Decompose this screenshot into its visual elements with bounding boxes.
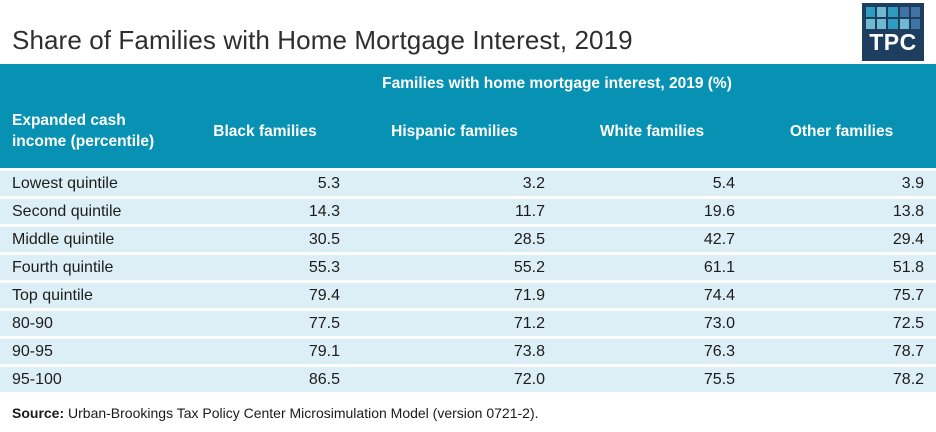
cell-value: 73.8: [352, 337, 557, 367]
cell-value: 14.3: [178, 197, 352, 227]
cell-value: 30.5: [178, 225, 352, 255]
source-text: Urban-Brookings Tax Policy Center Micros…: [64, 405, 539, 421]
logo-square: [866, 19, 876, 29]
cell-value: 55.3: [178, 253, 352, 283]
row-label: Second quintile: [0, 197, 178, 227]
cell-value: 79.1: [178, 337, 352, 367]
source-note: Source: Urban-Brookings Tax Policy Cente…: [12, 405, 936, 421]
cell-value: 73.0: [557, 309, 747, 339]
table-span-header: Families with home mortgage interest, 20…: [178, 64, 936, 96]
table-row: Fourth quintile 55.3 55.2 61.1 51.8: [0, 253, 936, 283]
logo-square: [877, 19, 887, 29]
table-row: Top quintile 79.4 71.9 74.4 75.7: [0, 281, 936, 311]
table-row: 80-90 77.5 71.2 73.0 72.5: [0, 309, 936, 339]
table-header: Families with home mortgage interest, 20…: [0, 64, 936, 171]
row-label: 90-95: [0, 337, 178, 367]
cell-value: 76.3: [557, 337, 747, 367]
row-label: Top quintile: [0, 281, 178, 311]
column-header: Hispanic families: [352, 96, 557, 171]
row-label: Lowest quintile: [0, 169, 178, 199]
source-label: Source:: [12, 405, 65, 421]
logo-square: [888, 19, 898, 29]
row-label: Middle quintile: [0, 225, 178, 255]
cell-value: 42.7: [557, 225, 747, 255]
table-row: 90-95 79.1 73.8 76.3 78.7: [0, 337, 936, 367]
cell-value: 79.4: [178, 281, 352, 311]
row-label: Fourth quintile: [0, 253, 178, 283]
data-table: Families with home mortgage interest, 20…: [0, 64, 936, 395]
cell-value: 61.1: [557, 253, 747, 283]
page-title: Share of Families with Home Mortgage Int…: [12, 25, 633, 55]
row-label: 80-90: [0, 309, 178, 339]
cell-value: 71.2: [352, 309, 557, 339]
logo-square: [877, 7, 887, 17]
table-row: Second quintile 14.3 11.7 19.6 13.8: [0, 197, 936, 227]
cell-value: 75.5: [557, 365, 747, 395]
cell-value: 77.5: [178, 309, 352, 339]
cell-value: 78.2: [747, 365, 936, 395]
logo-square: [910, 7, 920, 17]
cell-value: 29.4: [747, 225, 936, 255]
column-header: White families: [557, 96, 747, 171]
cell-value: 75.7: [747, 281, 936, 311]
row-label: 95-100: [0, 365, 178, 395]
cell-value: 13.8: [747, 197, 936, 227]
tpc-logo: TPC: [862, 3, 924, 61]
cell-value: 71.9: [352, 281, 557, 311]
cell-value: 28.5: [352, 225, 557, 255]
table-body: Lowest quintile 5.3 3.2 5.4 3.9 Second quinti…: [0, 169, 936, 395]
cell-value: 3.2: [352, 169, 557, 199]
cell-value: 5.4: [557, 169, 747, 199]
cell-value: 78.7: [747, 337, 936, 367]
column-header: Other families: [747, 96, 936, 171]
cell-value: 72.0: [352, 365, 557, 395]
logo-square: [899, 19, 909, 29]
logo-square: [866, 7, 876, 17]
logo-square: [899, 7, 909, 17]
column-header: Black families: [178, 96, 352, 171]
cell-value: 72.5: [747, 309, 936, 339]
logo-square: [888, 7, 898, 17]
cell-value: 51.8: [747, 253, 936, 283]
cell-value: 55.2: [352, 253, 557, 283]
column-header-row: Expanded cash income (percentile) Black …: [0, 96, 936, 171]
cell-value: 3.9: [747, 169, 936, 199]
span-header-row: Families with home mortgage interest, 20…: [0, 64, 936, 96]
cell-value: 19.6: [557, 197, 747, 227]
header-corner-cell: [0, 64, 178, 96]
cell-value: 11.7: [352, 197, 557, 227]
logo-square: [910, 19, 920, 29]
cell-value: 5.3: [178, 169, 352, 199]
cell-value: 86.5: [178, 365, 352, 395]
table-row: Lowest quintile 5.3 3.2 5.4 3.9: [0, 169, 936, 199]
table-row: Middle quintile 30.5 28.5 42.7 29.4: [0, 225, 936, 255]
tpc-logo-text: TPC: [869, 29, 917, 55]
tpc-table-figure: Share of Families with Home Mortgage Int…: [0, 0, 936, 421]
tpc-logo-grid-icon: [866, 7, 920, 29]
row-header-label: Expanded cash income (percentile): [0, 96, 178, 171]
table-row: 95-100 86.5 72.0 75.5 78.2: [0, 365, 936, 395]
masthead: Share of Families with Home Mortgage Int…: [0, 0, 936, 64]
cell-value: 74.4: [557, 281, 747, 311]
